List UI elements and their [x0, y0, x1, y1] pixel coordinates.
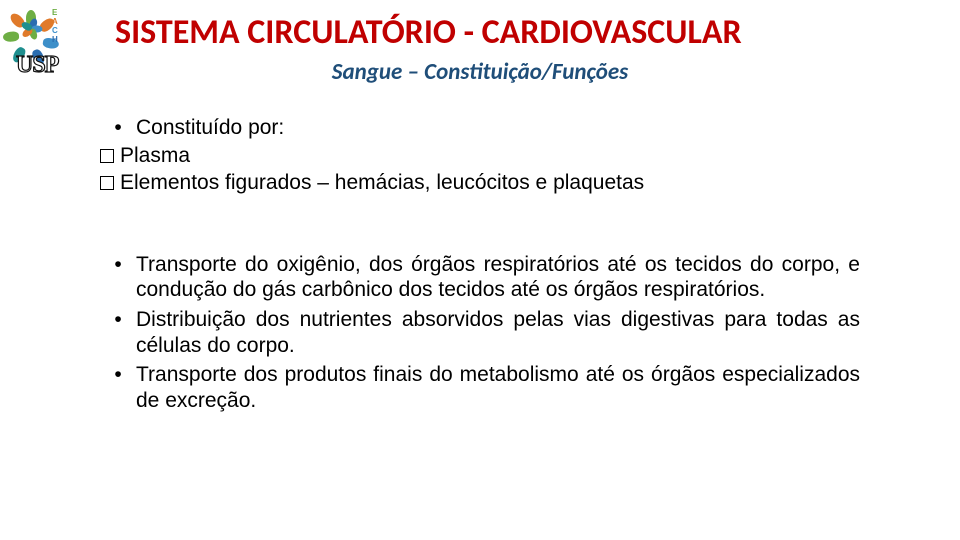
each-letters: E A C H [52, 8, 58, 44]
slide-title: SISTEMA CIRCULATÓRIO - CARDIOVASCULAR [115, 12, 935, 53]
bullet-dot-icon: • [100, 115, 136, 141]
bullet-2-2: • Transporte dos produtos finais do meta… [100, 362, 860, 413]
square-bullet-icon [100, 176, 114, 190]
bullet-lead: • Constituído por: [100, 115, 860, 141]
each-letter-e: E [52, 8, 57, 17]
each-logo: E A C H [10, 6, 82, 58]
slide-subtitle: Sangue – Constituição/Funções [0, 58, 960, 86]
bullet-dot-icon: • [100, 252, 136, 278]
square-item-0: Plasma [100, 143, 860, 169]
each-swirl-icon [12, 8, 50, 46]
bullet-lead-text: Constituído por: [136, 115, 860, 141]
bullet-list-2: • Transporte do oxigênio, dos órgãos res… [100, 252, 860, 414]
each-letter-c: C [52, 26, 58, 35]
bullet-2-0: • Transporte do oxigênio, dos órgãos res… [100, 252, 860, 303]
slide-body: • Constituído por: Plasma Elementos figu… [100, 115, 860, 417]
square-item-1-text: Elementos figurados – hemácias, leucócit… [120, 170, 644, 196]
slide: E A C H USP SISTEMA CIRCULATÓRIO - CARDI… [0, 0, 960, 540]
square-bullet-icon [100, 149, 114, 163]
bullet-dot-icon: • [100, 307, 136, 333]
bullet-2-1-text: Distribuição dos nutrientes absorvidos p… [136, 307, 860, 358]
square-item-0-text: Plasma [120, 143, 190, 169]
bullet-dot-icon: • [100, 362, 136, 388]
square-item-1: Elementos figurados – hemácias, leucócit… [100, 170, 860, 196]
bullet-2-0-text: Transporte do oxigênio, dos órgãos respi… [136, 252, 860, 303]
each-letter-a: A [52, 17, 58, 26]
each-letter-h: H [52, 35, 58, 44]
bullet-2-2-text: Transporte dos produtos finais do metabo… [136, 362, 860, 413]
bullet-2-1: • Distribuição dos nutrientes absorvidos… [100, 307, 860, 358]
